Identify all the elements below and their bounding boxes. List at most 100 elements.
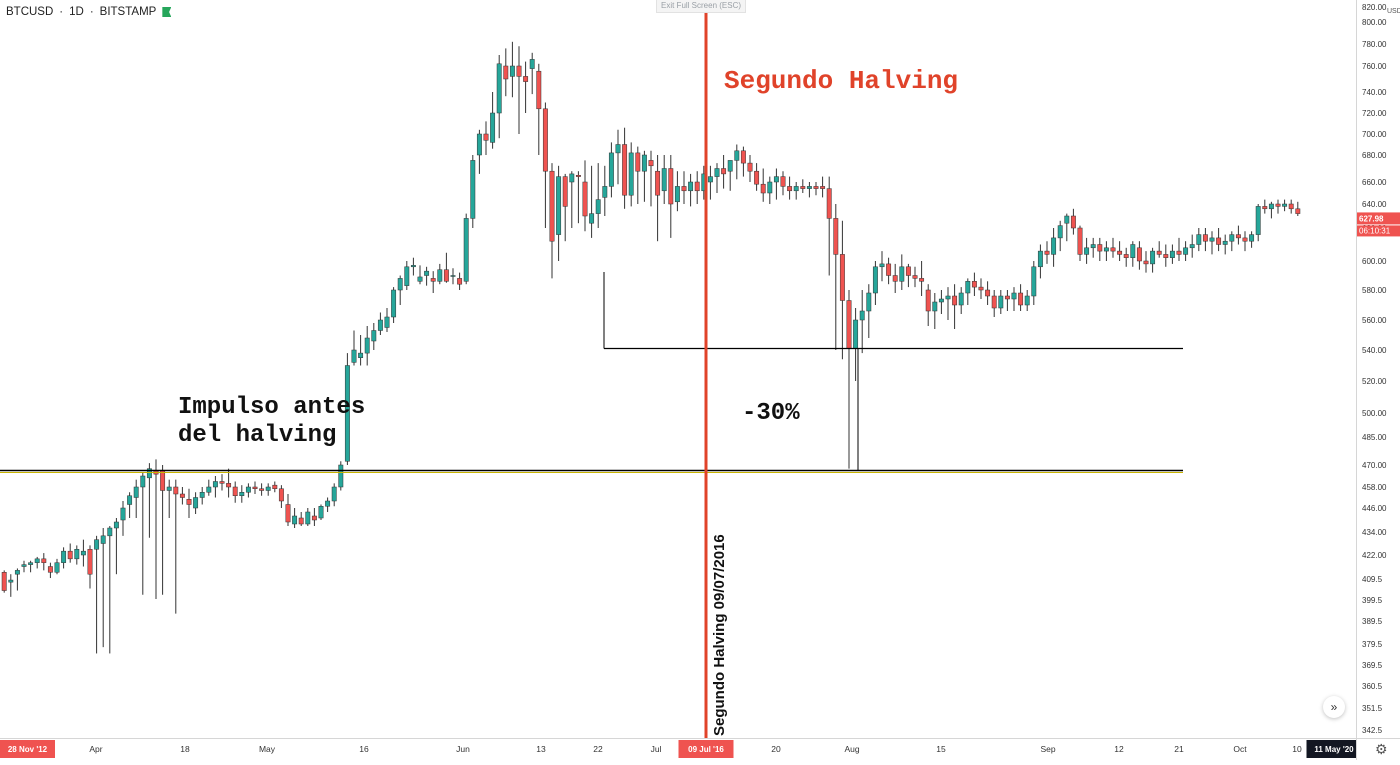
candle-body [1070, 215, 1076, 229]
candle-body [879, 263, 885, 268]
candle-body [668, 168, 674, 205]
candle-body [206, 486, 212, 493]
candle-body [681, 186, 687, 192]
candle-body [740, 150, 746, 164]
candle-body [1242, 237, 1248, 242]
candle-body [1268, 203, 1274, 210]
time-tick-label: Aug [844, 744, 859, 754]
candle-body [820, 186, 826, 189]
candle-body [21, 564, 27, 567]
candle-body [34, 558, 40, 563]
price-tick-label: 409.5 [1362, 575, 1383, 584]
price-axis[interactable]: USD 820.00 800.00 780.00 760.00 740.00 720.00 7… [1356, 0, 1400, 738]
candle-body [859, 310, 865, 321]
candle-body [166, 486, 172, 491]
separator: · [59, 6, 64, 18]
candle-body [523, 76, 529, 82]
scroll-to-realtime-button[interactable]: » [1323, 696, 1345, 718]
price-tick-label: 580.00 [1362, 286, 1387, 295]
symbol-header[interactable]: BTCUSD · 1D · BITSTAMP [6, 6, 172, 18]
time-tick-label: 18 [180, 744, 190, 754]
candle-body [998, 295, 1004, 309]
candle-body [146, 468, 152, 479]
time-axis-scale[interactable]: 28 Nov '12 Apr 18 May 16 Jun 13 22 Jul 09 Jul '16… [0, 739, 1362, 760]
price-tick-label: 660.00 [1362, 178, 1387, 187]
candle-body [470, 160, 476, 219]
candle-body [1216, 237, 1222, 245]
time-axis[interactable]: 28 Nov '12 Apr 18 May 16 Jun 13 22 Jul 09 Jul '16… [0, 738, 1362, 760]
candle-body [608, 152, 614, 187]
candle-body [1202, 234, 1208, 242]
candle-body [965, 281, 971, 294]
candle-body [463, 218, 469, 282]
last-price-value: 627.98 [1359, 214, 1384, 223]
exchange-label: BITSTAMP [99, 6, 157, 18]
candle-body [311, 515, 317, 521]
candle-body [595, 199, 601, 214]
candle-body [351, 349, 357, 363]
candle-body [199, 492, 205, 498]
candle-body [1, 572, 7, 591]
candle-body [54, 562, 60, 573]
candle-body [417, 276, 423, 282]
candle-body [727, 160, 733, 172]
time-tick-label: Sep [1040, 744, 1055, 754]
price-tick-label: 720.00 [1362, 109, 1387, 118]
price-tick-label: 485.00 [1362, 433, 1387, 442]
candle-body [430, 278, 436, 282]
halving-title: Segundo Halving [724, 66, 959, 96]
candle-body [985, 289, 991, 297]
candle-body [747, 162, 753, 172]
candle-body [1110, 247, 1116, 252]
candle-body [674, 186, 680, 203]
candle-body [476, 133, 482, 156]
candle-body [226, 483, 232, 488]
impulse-annotation: Impulso antes del halving [178, 394, 366, 449]
candle-body [707, 176, 713, 183]
candle-body [212, 481, 218, 488]
candle-body [932, 301, 938, 312]
price-tick-label: 470.00 [1362, 461, 1387, 470]
candle-body [1235, 234, 1241, 239]
exit-fullscreen-button[interactable]: Exit Full Screen (ESC) [656, 0, 747, 13]
axis-corner [1356, 738, 1400, 760]
candle-body [542, 108, 548, 172]
candle-body [160, 470, 166, 491]
candle-body [67, 550, 73, 560]
candle-body [1156, 250, 1162, 255]
candle-body [61, 550, 67, 563]
price-tick-label: 780.00 [1362, 40, 1387, 49]
candle-body [87, 549, 93, 575]
price-tick-label: 360.5 [1362, 682, 1383, 691]
candle-body [661, 168, 667, 192]
chart-pane[interactable]: BTCUSD · 1D · BITSTAMP Exit Full Screen … [0, 0, 1356, 738]
candle-body [318, 506, 324, 519]
candle-body [490, 112, 496, 143]
candle-body [846, 300, 852, 349]
price-tick-label: 422.00 [1362, 551, 1387, 560]
candle-body [404, 266, 410, 286]
candle-body [615, 144, 621, 154]
settings-gear-icon[interactable]: ⚙ [1375, 741, 1388, 757]
price-tick-label: 820.00 [1362, 3, 1387, 12]
candle-body [219, 481, 225, 484]
candle-body [179, 493, 185, 498]
countdown-value: 06:10:31 [1359, 226, 1391, 235]
candlestick-chart[interactable] [0, 0, 1356, 738]
candle-body [734, 150, 740, 161]
candle-body [628, 152, 634, 196]
candle-body [496, 63, 502, 114]
candle-body [8, 579, 14, 583]
flag-icon[interactable] [162, 7, 172, 17]
candle-body [127, 495, 133, 505]
candle-body [516, 65, 522, 77]
price-tick-label: 700.00 [1362, 130, 1387, 139]
time-tick-label: 13 [536, 744, 546, 754]
candle-body [529, 59, 535, 69]
candle-body [1057, 225, 1063, 239]
candle-body [1163, 254, 1169, 258]
candle-body [41, 558, 47, 563]
candle-body [938, 298, 944, 303]
time-tick-label: Oct [1233, 744, 1247, 754]
